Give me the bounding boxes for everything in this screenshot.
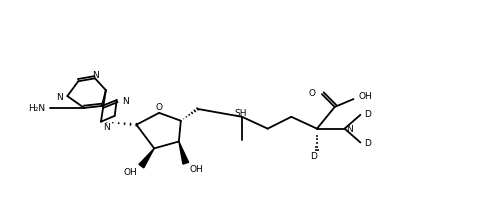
Text: N: N <box>56 92 62 101</box>
Text: D: D <box>364 138 371 147</box>
Text: N: N <box>103 123 110 132</box>
Text: H₂N: H₂N <box>28 104 46 113</box>
Text: N: N <box>123 96 129 105</box>
Text: N: N <box>93 70 99 80</box>
Text: D: D <box>311 151 317 160</box>
Text: OH: OH <box>190 164 203 173</box>
Text: D: D <box>364 110 371 119</box>
Text: N: N <box>347 125 354 133</box>
Text: O: O <box>156 103 163 112</box>
Text: O: O <box>308 88 315 97</box>
Text: OH: OH <box>124 167 138 176</box>
Text: OH: OH <box>358 91 372 100</box>
Polygon shape <box>139 149 154 168</box>
Polygon shape <box>179 142 188 164</box>
Text: SH: SH <box>235 109 247 118</box>
